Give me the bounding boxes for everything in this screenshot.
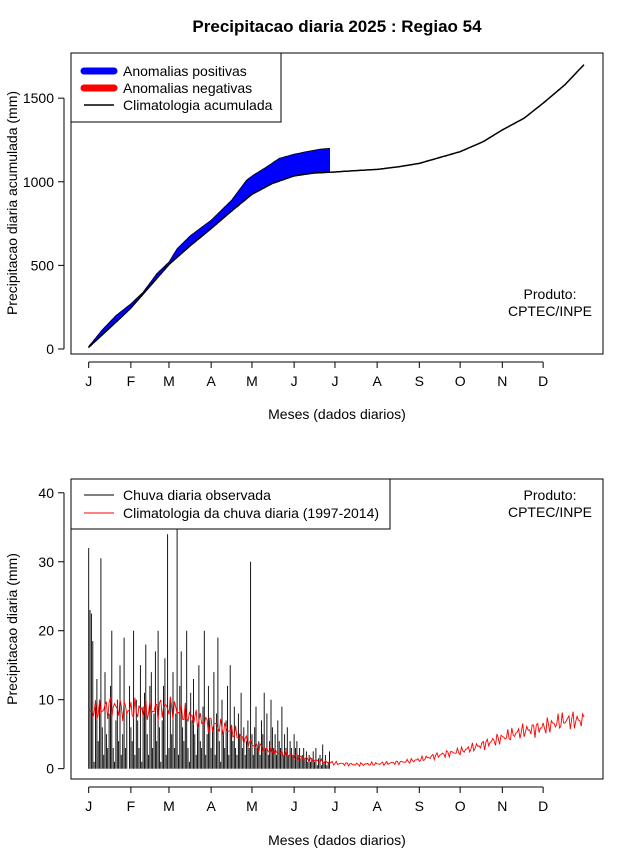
daily-legend-box [70, 478, 391, 530]
legend-label-climatology: Climatologia acumulada [123, 97, 273, 113]
y-tick-label: 500 [31, 257, 55, 273]
y-tick-label: 30 [38, 554, 54, 570]
daily-panel: 0 10 20 30 40 J F M A M J J A S O N D Meses (dados diar… [4, 478, 604, 848]
y-tick-label: 1500 [23, 90, 54, 106]
daily-y-axis-label: Precipitacao diaria (mm) [4, 553, 20, 705]
chart-title: Precipitacao diaria 2025 : Regiao 54 [192, 17, 482, 36]
x-tick-label: D [538, 373, 548, 389]
accumulated-product-source: CPTEC/INPE [508, 303, 592, 319]
x-tick-label: F [127, 798, 136, 814]
x-tick-label: J [331, 373, 338, 389]
y-tick-label: 40 [38, 485, 54, 501]
accumulated-x-axis-label: Meses (dados diarios) [268, 406, 406, 422]
x-tick-label: M [246, 373, 258, 389]
x-tick-label: A [372, 798, 382, 814]
accumulated-plot-area [88, 64, 585, 349]
x-tick-label: A [372, 373, 382, 389]
climatology-accumulated-line [88, 64, 585, 348]
x-tick-label: N [497, 373, 507, 389]
x-tick-label: O [455, 373, 466, 389]
x-tick-label: M [163, 373, 175, 389]
y-tick-label: 0 [46, 761, 54, 777]
legend-label-observed: Chuva diaria observada [123, 487, 271, 503]
legend-label-daily-climatology: Climatologia da chuva diaria (1997-2014) [123, 505, 379, 521]
x-tick-label: D [538, 798, 548, 814]
x-tick-label: S [415, 798, 424, 814]
daily-product-source: CPTEC/INPE [508, 504, 592, 520]
legend-label-positive: Anomalias positivas [123, 63, 247, 79]
daily-product-label: Produto: [524, 487, 577, 503]
y-tick-label: 1000 [23, 174, 54, 190]
y-tick-label: 20 [38, 623, 54, 639]
daily-x-axis-label: Meses (dados diarios) [268, 832, 406, 848]
x-tick-label: N [497, 798, 507, 814]
x-tick-label: J [291, 798, 298, 814]
daily-plot-area [88, 520, 585, 769]
x-tick-label: A [206, 373, 216, 389]
x-tick-label: J [331, 798, 338, 814]
accumulated-panel: 0 500 1000 1500 J F M A M J J A S O N D Meses (dados d… [4, 52, 604, 422]
x-tick-label: S [415, 373, 424, 389]
x-tick-label: O [455, 798, 466, 814]
x-tick-label: J [291, 373, 298, 389]
accumulated-y-axis: 0 500 1000 1500 [23, 90, 65, 357]
x-tick-label: A [206, 798, 216, 814]
accumulated-y-axis-label: Precipitacao diaria acumulada (mm) [4, 91, 20, 315]
accumulated-legend: Anomalias positivas Anomalias negativas … [70, 52, 282, 123]
x-tick-label: M [246, 798, 258, 814]
daily-y-axis: 0 10 20 30 40 [38, 485, 65, 777]
x-tick-label: J [85, 798, 92, 814]
daily-legend: Chuva diaria observada Climatologia da c… [70, 478, 391, 530]
x-tick-label: M [163, 798, 175, 814]
accumulated-product-label: Produto: [524, 286, 577, 302]
y-tick-label: 10 [38, 692, 54, 708]
x-tick-label: F [127, 373, 136, 389]
x-tick-label: J [85, 373, 92, 389]
y-tick-label: 0 [46, 341, 54, 357]
accumulated-plot-frame [70, 52, 604, 355]
positive-anomaly-area [88, 147, 330, 349]
legend-label-negative: Anomalias negativas [123, 80, 252, 96]
daily-climatology-line [88, 696, 585, 767]
